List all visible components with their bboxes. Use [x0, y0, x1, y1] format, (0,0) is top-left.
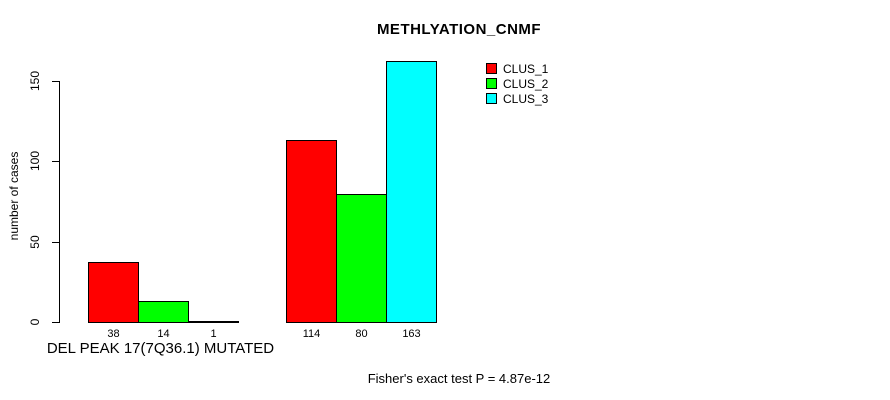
bar-value-label: 163 — [402, 328, 421, 340]
y-tick-label: 50 — [28, 235, 42, 249]
legend-item: CLUS_2 — [486, 77, 556, 92]
y-tick-label: 150 — [28, 70, 42, 92]
y-tick-mark — [52, 242, 59, 243]
bar-value-label: 80 — [355, 328, 368, 340]
legend-label: CLUS_2 — [503, 77, 549, 91]
y-tick-mark — [52, 161, 59, 162]
y-tick-label: 0 — [28, 318, 42, 326]
bar — [286, 140, 337, 323]
y-axis-title: number of cases — [7, 151, 21, 241]
bar-value-label: 114 — [302, 328, 321, 340]
legend-label: CLUS_1 — [503, 62, 549, 76]
bar — [138, 301, 189, 323]
bar-value-label: 14 — [157, 328, 170, 340]
y-axis-line — [59, 81, 60, 323]
caption: Fisher's exact test P = 4.87e-12 — [367, 371, 551, 386]
legend-label: CLUS_3 — [503, 92, 549, 106]
legend-swatch — [486, 78, 497, 89]
y-tick-label: 100 — [28, 150, 42, 172]
legend-item: CLUS_1 — [486, 62, 556, 77]
y-tick-mark — [52, 322, 59, 323]
bar-value-label: 1 — [210, 328, 217, 340]
bar — [188, 321, 239, 323]
legend-item: CLUS_3 — [486, 92, 556, 107]
group-axis-label: DEL PEAK 17(7Q36.1) MUTATED — [46, 340, 275, 357]
chart-title: METHLYATION_CNMF — [376, 21, 542, 38]
legend-swatch — [486, 93, 497, 104]
bar — [386, 61, 437, 323]
legend-swatch — [486, 63, 497, 74]
bar — [88, 262, 139, 323]
bar-value-label: 38 — [107, 328, 120, 340]
bar — [336, 194, 387, 323]
y-tick-mark — [52, 81, 59, 82]
